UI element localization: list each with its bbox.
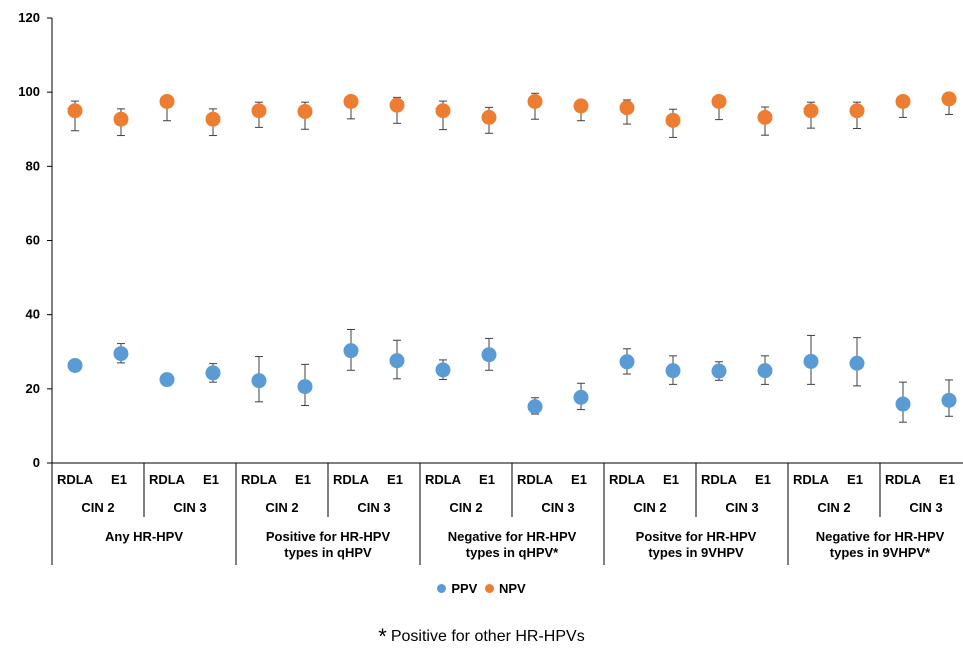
x-label-hpv-group: types in qHPV* bbox=[466, 545, 559, 560]
x-label-cin: CIN 2 bbox=[449, 500, 482, 515]
ppv-point bbox=[205, 365, 221, 381]
npv-point bbox=[803, 103, 819, 119]
ppv-point bbox=[251, 373, 267, 389]
legend-marker-ppv bbox=[437, 584, 447, 593]
x-label-assay: RDLA bbox=[149, 472, 186, 487]
y-tick-label: 100 bbox=[18, 84, 40, 99]
x-label-assay: RDLA bbox=[885, 472, 922, 487]
ppv-point bbox=[159, 372, 175, 388]
npv-point bbox=[297, 103, 313, 119]
npv-point bbox=[757, 109, 773, 125]
x-label-cin: CIN 2 bbox=[633, 500, 666, 515]
x-label-assay: E1 bbox=[939, 472, 955, 487]
x-label-assay: RDLA bbox=[57, 472, 94, 487]
x-label-hpv-group: Negative for HR-HPV bbox=[448, 529, 577, 544]
y-tick-label: 0 bbox=[33, 455, 40, 470]
x-label-assay: E1 bbox=[755, 472, 771, 487]
chart-canvas: 0 20 40 60 80 100 120 RDLA E1 RDLA E1 RDLA E1 RDLA E1 R… bbox=[18, 10, 963, 565]
npv-point bbox=[619, 100, 635, 116]
x-label-assay: RDLA bbox=[701, 472, 738, 487]
x-label-cin: CIN 2 bbox=[265, 500, 298, 515]
x-label-hpv-group: Any HR-HPV bbox=[105, 529, 183, 544]
npv-point bbox=[665, 112, 681, 128]
legend-item-npv: NPV bbox=[484, 581, 526, 596]
x-label-cin: CIN 3 bbox=[541, 500, 574, 515]
ppv-point bbox=[389, 353, 405, 369]
x-label-assay: E1 bbox=[387, 472, 403, 487]
x-label-cin: CIN 2 bbox=[817, 500, 850, 515]
footnote: * Positive for other HR-HPVs bbox=[0, 624, 963, 650]
y-tick-label: 20 bbox=[26, 381, 40, 396]
ppv-point bbox=[665, 363, 681, 379]
ppv-point bbox=[619, 354, 635, 370]
ppv-point bbox=[297, 379, 313, 395]
x-label-assay: E1 bbox=[203, 472, 219, 487]
ppv-point bbox=[343, 343, 359, 359]
x-label-hpv-group: types in 9VHPV bbox=[648, 545, 744, 560]
ppv-point bbox=[113, 346, 129, 362]
ppv-point bbox=[435, 362, 451, 378]
ppv-point bbox=[941, 392, 957, 408]
x-label-assay: E1 bbox=[479, 472, 495, 487]
footnote-text: Positive for other HR-HPVs bbox=[390, 628, 585, 645]
ppv-point bbox=[757, 363, 773, 379]
x-label-assay: E1 bbox=[663, 472, 679, 487]
ppv-point bbox=[711, 363, 727, 379]
npv-point bbox=[67, 103, 83, 119]
npv-point bbox=[343, 93, 359, 109]
x-label-assay: RDLA bbox=[517, 472, 554, 487]
npv-point bbox=[251, 103, 267, 119]
x-label-hpv-group: types in qHPV bbox=[284, 545, 372, 560]
x-label-assay: RDLA bbox=[793, 472, 830, 487]
x-label-assay: E1 bbox=[111, 472, 127, 487]
x-label-hpv-group: types in 9VHPV* bbox=[830, 545, 931, 560]
legend-label-npv: NPV bbox=[498, 581, 526, 596]
x-label-assay: E1 bbox=[295, 472, 311, 487]
legend-marker-npv bbox=[484, 584, 494, 593]
npv-point bbox=[159, 93, 175, 109]
npv-point bbox=[849, 103, 865, 119]
legend-label-ppv: PPV bbox=[451, 581, 478, 596]
npv-point bbox=[941, 91, 957, 107]
legend: PPV NPV bbox=[0, 581, 963, 596]
x-label-cin: CIN 3 bbox=[173, 500, 206, 515]
x-label-assay: E1 bbox=[847, 472, 863, 487]
npv-point bbox=[895, 93, 911, 109]
npv-point bbox=[389, 97, 405, 113]
x-label-assay: RDLA bbox=[425, 472, 462, 487]
ppv-point bbox=[481, 347, 497, 363]
footnote-asterisk: * bbox=[378, 624, 387, 649]
ppv-point bbox=[803, 353, 819, 369]
npv-point bbox=[527, 93, 543, 109]
ppv-point bbox=[573, 389, 589, 405]
x-label-assay: RDLA bbox=[609, 472, 646, 487]
ppv-point bbox=[895, 396, 911, 412]
y-tick-label: 60 bbox=[26, 233, 40, 248]
npv-point bbox=[481, 109, 497, 125]
x-label-assay: RDLA bbox=[241, 472, 278, 487]
npv-point bbox=[573, 98, 589, 114]
legend-item-ppv: PPV bbox=[437, 581, 477, 596]
ppv-point bbox=[67, 357, 83, 373]
y-tick-label: 40 bbox=[26, 307, 40, 322]
x-label-hpv-group: Positive for HR-HPV bbox=[266, 529, 391, 544]
x-label-cin: CIN 3 bbox=[725, 500, 758, 515]
x-label-cin: CIN 2 bbox=[81, 500, 114, 515]
x-label-hpv-group: Positve for HR-HPV bbox=[636, 529, 757, 544]
y-tick-label: 120 bbox=[18, 10, 40, 25]
npv-point bbox=[205, 111, 221, 127]
ppv-point bbox=[527, 399, 543, 415]
npv-point bbox=[435, 103, 451, 119]
x-label-assay: RDLA bbox=[333, 472, 370, 487]
x-label-cin: CIN 3 bbox=[357, 500, 390, 515]
x-label-hpv-group: Negative for HR-HPV bbox=[816, 529, 945, 544]
npv-point bbox=[113, 111, 129, 127]
npv-point bbox=[711, 93, 727, 109]
y-tick-label: 80 bbox=[26, 158, 40, 173]
x-label-assay: E1 bbox=[571, 472, 587, 487]
ppv-point bbox=[849, 355, 865, 371]
x-label-cin: CIN 3 bbox=[909, 500, 942, 515]
